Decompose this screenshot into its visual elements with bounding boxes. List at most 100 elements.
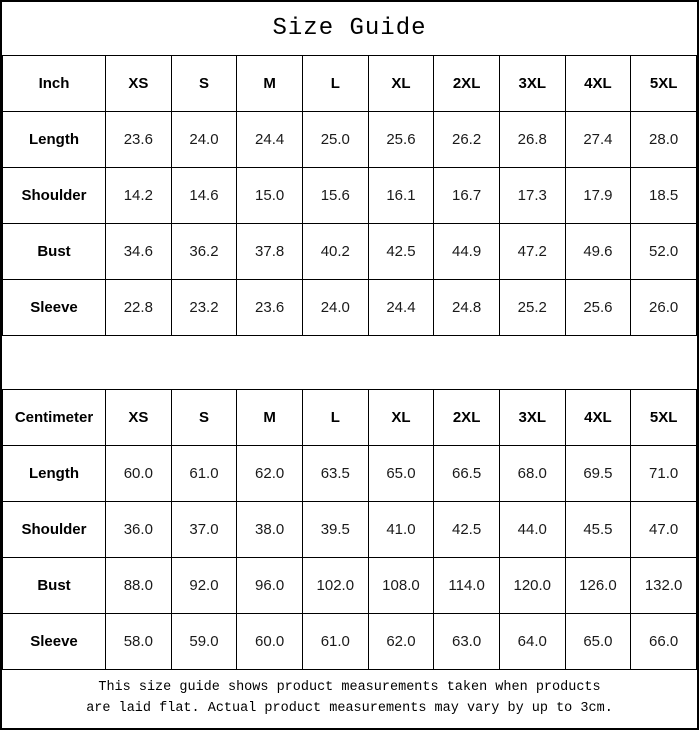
value-cell: 65.0 — [367, 445, 435, 502]
header-row: Inch XS S M L XL 2XL 3XL 4XL 5XL — [2, 55, 697, 112]
measurement-row: Length 60.0 61.0 62.0 63.5 65.0 66.5 68.0 69.5 71… — [2, 445, 697, 502]
value-cell: 102.0 — [301, 557, 369, 614]
value-cell: 63.0 — [433, 613, 500, 670]
unit-header-cell: Inch — [2, 55, 106, 112]
size-header-cell: 5XL — [630, 55, 697, 112]
size-header-cell: L — [301, 389, 369, 446]
value-cell: 26.0 — [630, 279, 697, 336]
value-cell: 23.6 — [236, 279, 303, 336]
size-header-cell: XL — [367, 389, 435, 446]
size-header-cell: 2XL — [433, 55, 500, 112]
value-cell: 34.6 — [105, 223, 172, 280]
value-cell: 24.4 — [236, 111, 303, 168]
size-header-cell: 5XL — [630, 389, 697, 446]
value-cell: 17.9 — [564, 167, 632, 224]
measurement-row: Bust 88.0 92.0 96.0 102.0 108.0 114.0 120.0 126.… — [2, 557, 697, 614]
footer-note-line1: This size guide shows product measuremen… — [98, 680, 601, 696]
value-cell: 16.7 — [433, 167, 500, 224]
footer-note: This size guide shows product measuremen… — [2, 670, 697, 728]
unit-header-cell: Centimeter — [2, 389, 106, 446]
measurement-row: Length 23.6 24.0 24.4 25.0 25.6 26.2 26.8 27.4 28… — [2, 111, 697, 168]
value-cell: 49.6 — [564, 223, 632, 280]
value-cell: 41.0 — [367, 501, 435, 558]
size-header-cell: L — [301, 55, 369, 112]
value-cell: 71.0 — [630, 445, 697, 502]
size-header-cell: XL — [367, 55, 435, 112]
measurement-row: Bust 34.6 36.2 37.8 40.2 42.5 44.9 47.2 49.6 52.0 — [2, 223, 697, 280]
value-cell: 38.0 — [236, 501, 303, 558]
centimeter-table: Centimeter XS S M L XL 2XL 3XL 4XL 5XL Length 60.0 6… — [2, 389, 697, 670]
value-cell: 25.6 — [564, 279, 632, 336]
value-cell: 126.0 — [564, 557, 632, 614]
value-cell: 42.5 — [433, 501, 500, 558]
row-label-cell: Bust — [2, 223, 106, 280]
value-cell: 47.2 — [498, 223, 566, 280]
value-cell: 24.0 — [301, 279, 369, 336]
value-cell: 18.5 — [630, 167, 697, 224]
value-cell: 61.0 — [170, 445, 238, 502]
value-cell: 61.0 — [301, 613, 369, 670]
value-cell: 27.4 — [564, 111, 632, 168]
value-cell: 65.0 — [564, 613, 632, 670]
value-cell: 68.0 — [498, 445, 566, 502]
value-cell: 52.0 — [630, 223, 697, 280]
value-cell: 24.4 — [367, 279, 435, 336]
value-cell: 26.2 — [433, 111, 500, 168]
value-cell: 69.5 — [564, 445, 632, 502]
value-cell: 62.0 — [367, 613, 435, 670]
page-title: Size Guide — [272, 15, 427, 42]
value-cell: 23.6 — [105, 111, 172, 168]
value-cell: 22.8 — [105, 279, 172, 336]
value-cell: 14.6 — [170, 167, 238, 224]
value-cell: 132.0 — [630, 557, 697, 614]
value-cell: 62.0 — [236, 445, 303, 502]
value-cell: 39.5 — [301, 501, 369, 558]
inch-table: Inch XS S M L XL 2XL 3XL 4XL 5XL Length 23.6 24.0 24.… — [2, 55, 697, 336]
row-label-cell: Length — [2, 111, 106, 168]
value-cell: 88.0 — [105, 557, 172, 614]
value-cell: 26.8 — [498, 111, 566, 168]
value-cell: 42.5 — [367, 223, 435, 280]
size-header-cell: 3XL — [498, 389, 566, 446]
value-cell: 58.0 — [105, 613, 172, 670]
value-cell: 60.0 — [105, 445, 172, 502]
value-cell: 16.1 — [367, 167, 435, 224]
size-header-cell: M — [236, 389, 303, 446]
value-cell: 108.0 — [367, 557, 435, 614]
size-header-cell: S — [170, 389, 238, 446]
value-cell: 64.0 — [498, 613, 566, 670]
value-cell: 24.0 — [170, 111, 238, 168]
value-cell: 47.0 — [630, 501, 697, 558]
header-row: Centimeter XS S M L XL 2XL 3XL 4XL 5XL — [2, 389, 697, 446]
value-cell: 36.0 — [105, 501, 172, 558]
value-cell: 63.5 — [301, 445, 369, 502]
row-label-cell: Sleeve — [2, 613, 106, 670]
row-label-cell: Shoulder — [2, 501, 106, 558]
value-cell: 44.0 — [498, 501, 566, 558]
value-cell: 24.8 — [433, 279, 500, 336]
measurement-row: Sleeve 58.0 59.0 60.0 61.0 62.0 63.0 64.0 65.0 66… — [2, 613, 697, 670]
value-cell: 59.0 — [170, 613, 238, 670]
value-cell: 40.2 — [301, 223, 369, 280]
value-cell: 120.0 — [498, 557, 566, 614]
value-cell: 36.2 — [170, 223, 238, 280]
row-label-cell: Length — [2, 445, 106, 502]
footer-note-line2: are laid flat. Actual product measuremen… — [86, 701, 613, 716]
value-cell: 17.3 — [498, 167, 566, 224]
value-cell: 25.2 — [498, 279, 566, 336]
value-cell: 25.6 — [367, 111, 435, 168]
value-cell: 25.0 — [301, 111, 369, 168]
value-cell: 15.0 — [236, 167, 303, 224]
row-label-cell: Bust — [2, 557, 106, 614]
value-cell: 66.0 — [630, 613, 697, 670]
value-cell: 23.2 — [170, 279, 238, 336]
measurement-row: Shoulder 36.0 37.0 38.0 39.5 41.0 42.5 44.0 45.5… — [2, 501, 697, 558]
size-header-cell: XS — [105, 389, 172, 446]
value-cell: 15.6 — [301, 167, 369, 224]
value-cell: 92.0 — [170, 557, 238, 614]
table-gap — [2, 336, 697, 389]
row-label-cell: Sleeve — [2, 279, 106, 336]
value-cell: 14.2 — [105, 167, 172, 224]
size-header-cell: 4XL — [564, 55, 632, 112]
row-label-cell: Shoulder — [2, 167, 106, 224]
